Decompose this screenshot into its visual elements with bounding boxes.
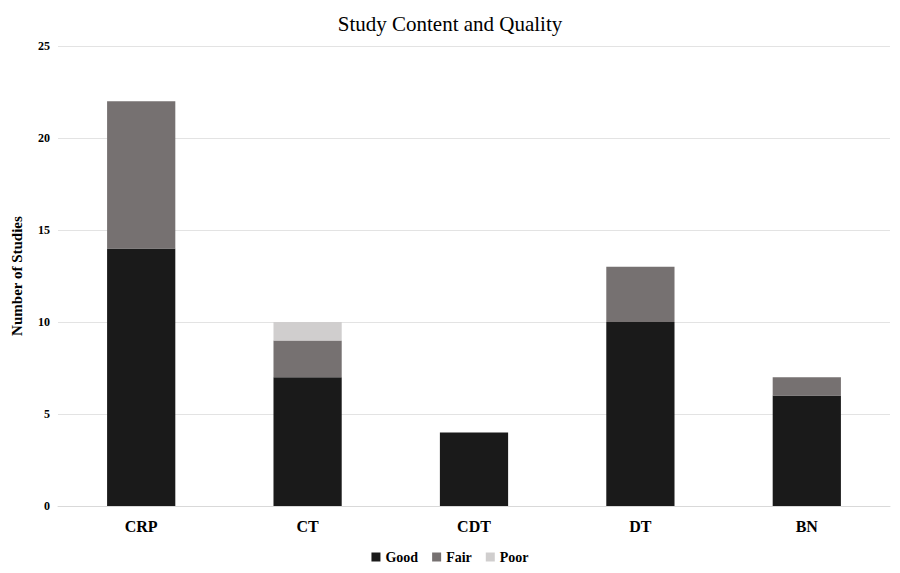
- svg-text:20: 20: [38, 131, 50, 145]
- svg-text:10: 10: [38, 315, 50, 329]
- svg-text:DT: DT: [629, 518, 652, 535]
- svg-text:Poor: Poor: [500, 550, 529, 565]
- svg-text:Good: Good: [385, 550, 418, 565]
- svg-text:25: 25: [38, 39, 50, 53]
- svg-text:Fair: Fair: [446, 550, 472, 565]
- svg-text:15: 15: [38, 223, 50, 237]
- svg-text:CRP: CRP: [125, 518, 158, 535]
- svg-text:Study Content and Quality: Study Content and Quality: [338, 12, 563, 36]
- svg-text:CT: CT: [296, 518, 319, 535]
- svg-text:Number of Studies: Number of Studies: [9, 216, 25, 336]
- svg-text:BN: BN: [796, 518, 819, 535]
- svg-text:0: 0: [44, 499, 50, 513]
- svg-text:5: 5: [44, 407, 50, 421]
- svg-text:CDT: CDT: [457, 518, 491, 535]
